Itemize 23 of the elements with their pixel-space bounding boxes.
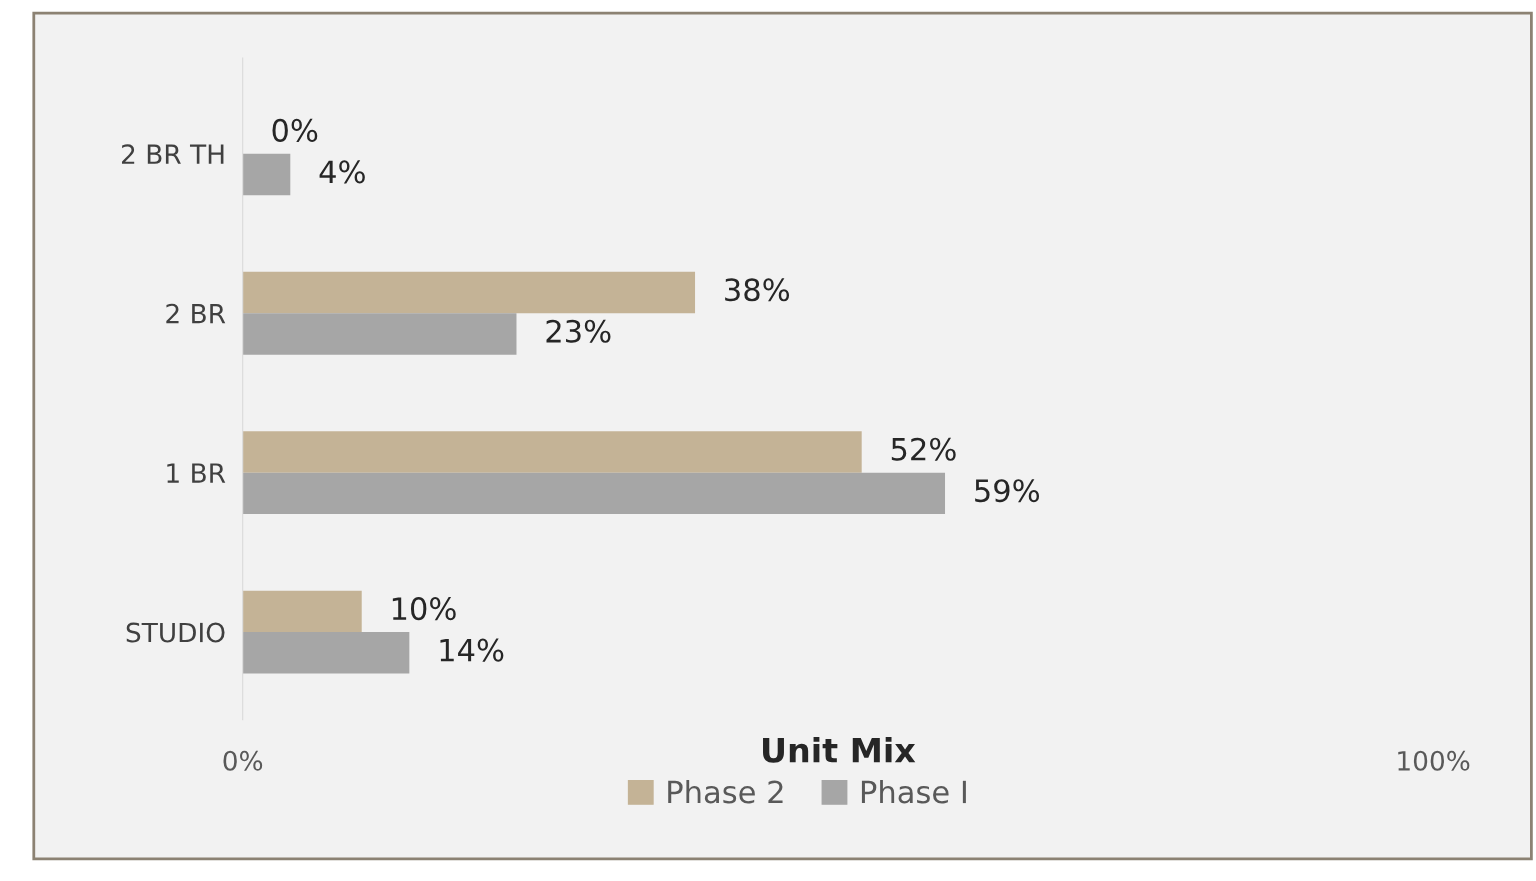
legend-label: Phase I xyxy=(861,779,966,804)
y-tick-label: 1 BR xyxy=(167,463,226,483)
bar xyxy=(242,271,696,314)
bar xyxy=(242,632,410,674)
data-label: 52% xyxy=(891,437,956,461)
bar xyxy=(242,431,862,473)
y-tick-label: STUDIO xyxy=(126,622,225,643)
data-label: 14% xyxy=(440,638,504,662)
y-tick-label: 2 BR TH xyxy=(121,144,224,164)
x-tick-label: 100% xyxy=(1398,750,1470,771)
bar xyxy=(242,472,946,515)
legend-label: Phase 2 xyxy=(668,779,783,804)
data-label: 38% xyxy=(725,278,790,302)
bar xyxy=(242,590,362,633)
x-axis-title: Unit Mix xyxy=(763,736,916,763)
y-tick-label: 2 BR xyxy=(166,303,226,324)
data-label: 23% xyxy=(546,319,611,343)
data-label: 10% xyxy=(392,597,456,621)
bar xyxy=(242,153,291,196)
data-label: 4% xyxy=(319,160,365,184)
data-label: 0% xyxy=(272,118,318,142)
data-label: 59% xyxy=(975,479,1040,503)
bar xyxy=(242,313,517,355)
